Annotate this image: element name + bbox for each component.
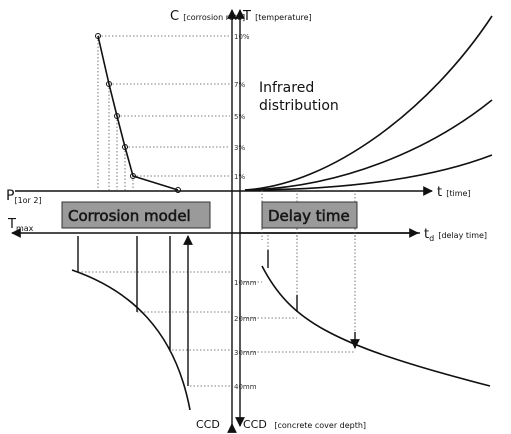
axis-label: CCD [concrete cover depth] <box>243 418 366 431</box>
tick-label: 20mm <box>234 315 257 323</box>
delay-time-box <box>261 201 358 229</box>
axis-label: P[1or 2] <box>6 188 42 205</box>
box-label: Corrosion model <box>68 207 191 225</box>
axis-label: Tmax <box>7 217 34 233</box>
ccd-right-curve <box>240 235 491 387</box>
corrosion-model-box <box>61 201 211 229</box>
ccd-left-curve <box>71 236 230 411</box>
infrared-curves <box>244 15 493 240</box>
tick-label: 10mm <box>234 279 257 287</box>
box-label: Delay time <box>268 207 350 225</box>
tick-label: 7% <box>234 81 245 89</box>
corrosion-curve <box>95 33 230 193</box>
axis-label: CCD <box>196 418 220 431</box>
tick-label: 10% <box>234 33 250 41</box>
tick-label: 40mm <box>234 383 257 391</box>
axis-label: C [corrosion rate] <box>170 9 245 24</box>
infrared-label: Infrared <box>259 80 314 96</box>
infrared-label: distribution <box>259 98 339 114</box>
tick-label: 30mm <box>234 349 257 357</box>
tick-label: 5% <box>234 113 245 121</box>
tick-label: 3% <box>234 144 245 152</box>
axis-label: t [time] <box>437 185 471 200</box>
axis-label: td [delay time] <box>424 227 487 245</box>
tick-label: 1% <box>234 173 245 181</box>
axis-label: T [temperature] <box>242 9 312 24</box>
